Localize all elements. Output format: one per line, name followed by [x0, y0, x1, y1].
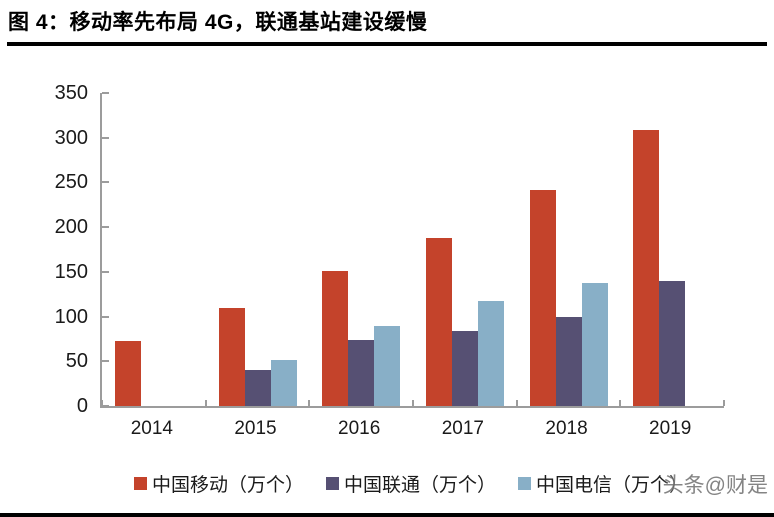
bar-group-2014 [102, 93, 206, 406]
y-axis-tick [102, 315, 109, 318]
y-axis-tick [102, 181, 109, 184]
bar [451, 330, 478, 406]
y-axis-tick [102, 270, 109, 273]
bar [244, 370, 271, 406]
watermark-text: 头条@财是 [662, 474, 768, 497]
legend-swatch-icon [133, 477, 147, 490]
bar [374, 326, 401, 406]
bar [633, 129, 660, 406]
x-axis-label: 2018 [545, 418, 588, 439]
bar [555, 317, 582, 406]
y-axis-tick [102, 92, 109, 94]
bar [581, 282, 608, 406]
y-axis-tick-label: 50 [65, 350, 88, 373]
bar-group-2018 [517, 93, 621, 406]
x-axis-label: 2019 [649, 418, 692, 439]
x-axis-labels: 2014 2015 2016 2017 2018 2019 [100, 418, 722, 440]
chart-legend: 中国移动（万个） 中国联通（万个） 中国电信（万个） [100, 470, 722, 497]
legend-item: 中国移动（万个） [133, 470, 304, 497]
y-axis-tick-label: 250 [54, 171, 88, 194]
x-axis-tick [204, 400, 207, 406]
bar-group-2017 [413, 93, 517, 406]
bar [348, 339, 375, 406]
bar-chart: 2014 2015 2016 2017 2018 2019 中国移动（万个） 中国联通（万个… [0, 46, 774, 513]
legend-label: 中国移动（万个） [151, 475, 304, 496]
y-axis-tick-label: 0 [76, 395, 88, 417]
x-axis-tick [101, 400, 103, 406]
bar-group-2016 [309, 93, 413, 406]
y-axis-tick-label: 300 [54, 126, 88, 149]
legend-item: 中国联通（万个） [325, 470, 496, 497]
x-axis-tick [515, 400, 518, 406]
legend-label: 中国电信（万个） [536, 475, 689, 496]
legend-label: 中国联通（万个） [343, 475, 496, 496]
y-axis-tick [102, 226, 109, 229]
bar-group-2019 [620, 93, 724, 406]
bar [477, 301, 504, 406]
y-axis-tick [102, 360, 109, 363]
bar-group-2015 [206, 93, 310, 406]
legend-swatch-icon [518, 477, 531, 490]
x-axis-label: 2016 [338, 418, 381, 439]
y-axis-tick-label: 350 [54, 82, 88, 104]
bottom-divider [0, 513, 774, 517]
y-axis-tick [102, 136, 109, 139]
y-axis-tick-label: 200 [54, 216, 88, 239]
bar [322, 270, 349, 406]
bar [425, 237, 452, 406]
y-axis-tick-label: 150 [54, 260, 88, 283]
y-axis-tick-label: 100 [54, 305, 88, 328]
x-axis-tick [723, 400, 725, 406]
title-divider [7, 42, 767, 46]
x-axis-label: 2017 [441, 418, 484, 439]
bar [529, 189, 556, 406]
bar [218, 307, 245, 406]
figure-title: 图 4：移动率先布局 4G，联通基站建设缓慢 [8, 11, 428, 34]
x-axis-label: 2014 [130, 418, 173, 439]
bars-layer [102, 93, 724, 406]
bar [114, 340, 141, 406]
x-axis-tick [619, 400, 622, 406]
plot-area [100, 92, 725, 408]
x-axis-tick [412, 400, 414, 406]
y-axis-tick [102, 405, 109, 407]
bar [270, 360, 297, 406]
legend-item: 中国电信（万个） [518, 470, 688, 497]
legend-swatch-icon [325, 477, 339, 490]
x-axis-label: 2015 [234, 418, 277, 439]
x-axis-tick [308, 400, 311, 406]
bar [659, 280, 686, 406]
